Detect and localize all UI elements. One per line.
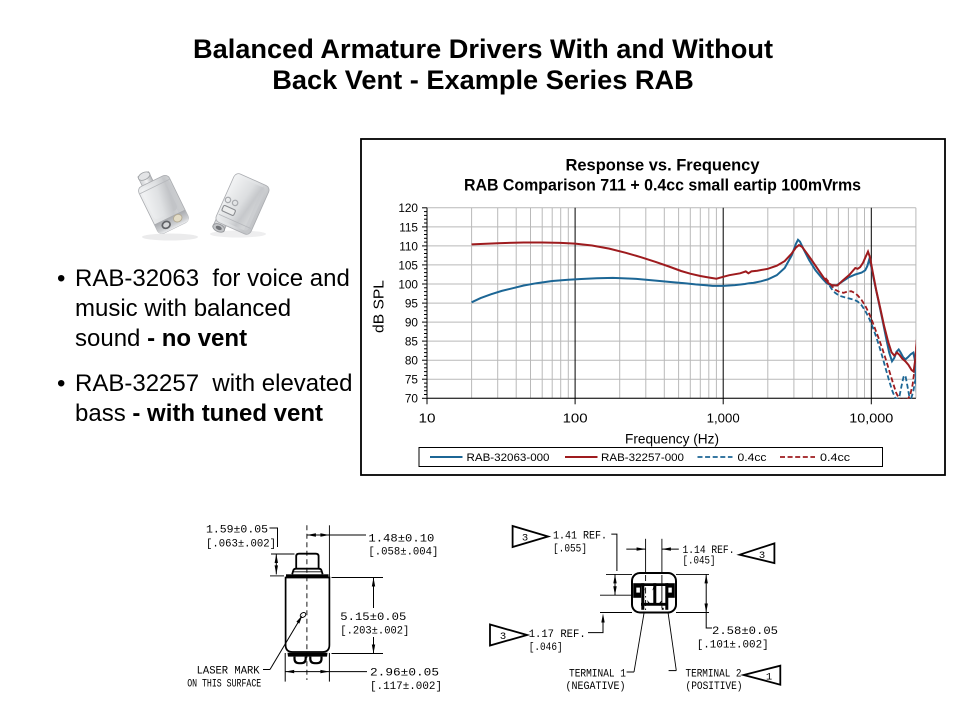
svg-text:2.58±0.05: 2.58±0.05: [712, 626, 778, 638]
svg-text:120: 120: [398, 201, 418, 215]
svg-text:85: 85: [405, 335, 419, 349]
svg-text:Frequency (Hz): Frequency (Hz): [625, 432, 719, 447]
svg-text:RAB Comparison 711 + 0.4cc sma: RAB Comparison 711 + 0.4cc small eartip …: [464, 177, 861, 195]
svg-text:100: 100: [398, 277, 418, 291]
svg-text:[.203±.002]: [.203±.002]: [340, 626, 409, 638]
svg-text:Response vs. Frequency: Response vs. Frequency: [566, 157, 760, 175]
svg-text:[.117±.002]: [.117±.002]: [370, 681, 442, 693]
svg-text:TERMINAL 1: TERMINAL 1: [569, 668, 626, 680]
svg-text:3: 3: [759, 550, 765, 562]
svg-text:LASER MARK: LASER MARK: [197, 666, 260, 678]
svg-text:110: 110: [399, 239, 418, 253]
svg-text:95: 95: [405, 296, 419, 310]
svg-text:100: 100: [563, 411, 588, 426]
svg-text:1.17 REF.: 1.17 REF.: [529, 629, 586, 641]
svg-text:0.4cc: 0.4cc: [820, 452, 850, 464]
svg-text:80: 80: [405, 354, 419, 368]
svg-text:75: 75: [405, 373, 419, 387]
svg-text:[.046]: [.046]: [529, 642, 563, 654]
svg-text:1.41 REF.: 1.41 REF.: [553, 531, 607, 543]
svg-text:TERMINAL 2: TERMINAL 2: [686, 668, 742, 680]
svg-text:0.4cc: 0.4cc: [738, 452, 767, 464]
svg-text:1.14 REF.: 1.14 REF.: [683, 545, 735, 557]
svg-text:70: 70: [405, 392, 419, 406]
svg-text:1.48±0.10: 1.48±0.10: [368, 534, 434, 546]
svg-text:[.058±.004]: [.058±.004]: [368, 547, 438, 559]
svg-text:1.59±0.05: 1.59±0.05: [206, 525, 268, 537]
svg-text:3: 3: [522, 533, 528, 545]
svg-text:[.055]: [.055]: [553, 544, 587, 556]
svg-text:5.15±0.05: 5.15±0.05: [340, 612, 406, 624]
svg-text:3: 3: [500, 631, 506, 643]
svg-text:ON THIS SURFACE: ON THIS SURFACE: [187, 679, 261, 691]
svg-text:1: 1: [766, 672, 772, 684]
svg-text:(POSITIVE): (POSITIVE): [686, 681, 743, 693]
svg-text:RAB-32063-000: RAB-32063-000: [467, 452, 550, 464]
svg-text:dB SPL: dB SPL: [371, 280, 388, 333]
svg-text:1,000: 1,000: [707, 411, 740, 426]
svg-text:2.96±0.05: 2.96±0.05: [370, 668, 439, 680]
svg-text:(NEGATIVE): (NEGATIVE): [566, 681, 626, 693]
svg-text:[.045]: [.045]: [683, 556, 716, 568]
svg-text:105: 105: [398, 258, 418, 272]
svg-text:[.063±.002]: [.063±.002]: [206, 539, 276, 551]
svg-text:10,000: 10,000: [849, 411, 893, 426]
svg-text:90: 90: [405, 316, 419, 330]
svg-text:RAB-32257-000: RAB-32257-000: [601, 452, 684, 464]
svg-text:[.101±.002]: [.101±.002]: [697, 640, 769, 652]
svg-text:10: 10: [419, 411, 436, 426]
svg-text:115: 115: [399, 220, 418, 234]
